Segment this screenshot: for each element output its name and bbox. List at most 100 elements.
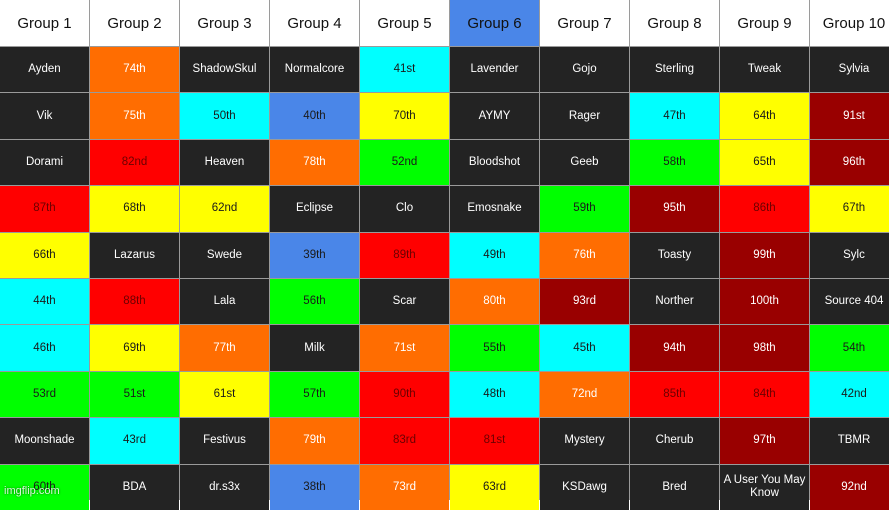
grid-cell-r1-c7: Gojo [540,47,629,93]
grid-cell-r3-c9: 65th [720,139,809,186]
grid-cell-r1-c3: ShadowSkul [180,47,269,93]
grid-cell-r7-c7: 45th [540,325,629,371]
grid-cell-r7-c5: 71st [360,325,449,371]
grid-cell-r10-c9: A User You May Know [720,464,809,510]
group-header-7: Group 7 [540,0,629,46]
grid-cell-r2-c1: Vik [0,93,89,139]
grid-cell-r10-c10: 92nd [810,464,889,510]
grid-cell-r10-c3: dr.s3x [180,464,269,510]
group-header-10: Group 10 [810,0,889,46]
grid-cell-r7-c3: 77th [180,325,269,371]
grid-cell-r6-c3: Lala [180,278,269,325]
grid-cell-r9-c10: TBMR [810,418,889,464]
grid-cell-r6-c6: 80th [450,278,539,325]
grid-cell-r7-c9: 98th [720,325,809,371]
grid-cell-r2-c7: Rager [540,93,629,139]
grid-cell-r6-c1: 44th [0,278,89,325]
grid-cell-r8-c8: 85th [630,371,719,418]
grid-cell-r8-c4: 57th [270,371,359,418]
grid-cell-r10-c5: 73rd [360,464,449,510]
grid-cell-r4-c10: 67th [810,186,889,232]
grid-cell-r7-c6: 55th [450,325,539,371]
grid-cell-r10-c6: 63rd [450,464,539,510]
grid-cell-r8-c10: 42nd [810,371,889,418]
grid-cell-r5-c3: Swede [180,232,269,278]
grid-cell-r8-c5: 90th [360,371,449,418]
grid-cell-r9-c8: Cherub [630,418,719,464]
grid-cell-r8-c1: 53rd [0,371,89,418]
grid-cell-r7-c1: 46th [0,325,89,371]
grid-cell-r9-c5: 83rd [360,418,449,464]
grid-cell-r10-c4: 38th [270,464,359,510]
grid-cell-r5-c8: Toasty [630,232,719,278]
grid-cell-r6-c9: 100th [720,278,809,325]
grid-cell-r9-c6: 81st [450,418,539,464]
grid-cell-r10-c7: KSDawg [540,464,629,510]
grid-cell-r4-c3: 62nd [180,186,269,232]
grid-cell-r3-c1: Dorami [0,139,89,186]
grid-cell-r6-c2: 88th [90,278,179,325]
grid-cell-r4-c5: Clo [360,186,449,232]
grid-cell-r6-c8: Norther [630,278,719,325]
grid-cell-r8-c7: 72nd [540,371,629,418]
grid-cell-r3-c8: 58th [630,139,719,186]
grid-cell-r7-c4: Milk [270,325,359,371]
grid-cell-r2-c8: 47th [630,93,719,139]
grid-cell-r2-c3: 50th [180,93,269,139]
grid-cell-r7-c8: 94th [630,325,719,371]
grid-cell-r9-c1: Moonshade [0,418,89,464]
grid-cell-r3-c10: 96th [810,139,889,186]
grid-cell-r2-c9: 64th [720,93,809,139]
grid-cell-r6-c4: 56th [270,278,359,325]
grid-cell-r4-c4: Eclipse [270,186,359,232]
group-header-5: Group 5 [360,0,449,46]
imgflip-watermark: imgflip.com [4,485,60,497]
grid-cell-r2-c6: AYMY [450,93,539,139]
grid-cell-r1-c6: Lavender [450,47,539,93]
grid-cell-r6-c10: Source 404 [810,278,889,325]
grid-cell-r7-c2: 69th [90,325,179,371]
grid-cell-r2-c4: 40th [270,93,359,139]
group-header-1: Group 1 [0,0,89,46]
grid-cell-r10-c8: Bred [630,464,719,510]
grid-cell-r8-c3: 61st [180,371,269,418]
grid-cell-r5-c7: 76th [540,232,629,278]
grid-cell-r3-c7: Geeb [540,139,629,186]
grid-cell-r1-c8: Sterling [630,47,719,93]
grid-cell-r2-c5: 70th [360,93,449,139]
grid-cell-r5-c4: 39th [270,232,359,278]
grid-cell-r1-c9: Tweak [720,47,809,93]
grid-cell-r4-c8: 95th [630,186,719,232]
grid-cell-r4-c1: 87th [0,186,89,232]
group-header-6: Group 6 [450,0,539,46]
grid-cell-r1-c2: 74th [90,47,179,93]
grid-cell-r4-c9: 86th [720,186,809,232]
grid-cell-r9-c9: 97th [720,418,809,464]
group-header-4: Group 4 [270,0,359,46]
group-header-8: Group 8 [630,0,719,46]
grid-cell-r4-c2: 68th [90,186,179,232]
grid-cell-r1-c5: 41st [360,47,449,93]
grid-cell-r8-c2: 51st [90,371,179,418]
grid-cell-r3-c5: 52nd [360,139,449,186]
grid-cell-r1-c10: Sylvia [810,47,889,93]
grid-cell-r3-c2: 82nd [90,139,179,186]
grid-cell-r5-c2: Lazarus [90,232,179,278]
grid-cell-r9-c4: 79th [270,418,359,464]
grid-cell-r5-c10: Sylc [810,232,889,278]
grid-cell-r1-c1: Ayden [0,47,89,93]
grid-cell-r3-c4: 78th [270,139,359,186]
grid-cell-r6-c5: Scar [360,278,449,325]
grid-cell-r9-c7: Mystery [540,418,629,464]
grid-cell-r5-c6: 49th [450,232,539,278]
grid-cell-r3-c6: Bloodshot [450,139,539,186]
grid-cell-r7-c10: 54th [810,325,889,371]
grid-cell-r5-c5: 89th [360,232,449,278]
grid-cell-r8-c9: 84th [720,371,809,418]
grid-cell-r2-c2: 75th [90,93,179,139]
grid-cell-r10-c2: BDA [90,464,179,510]
grid-cell-r8-c6: 48th [450,371,539,418]
grid-cell-r4-c6: Emosnake [450,186,539,232]
grid-cell-r9-c2: 43rd [90,418,179,464]
